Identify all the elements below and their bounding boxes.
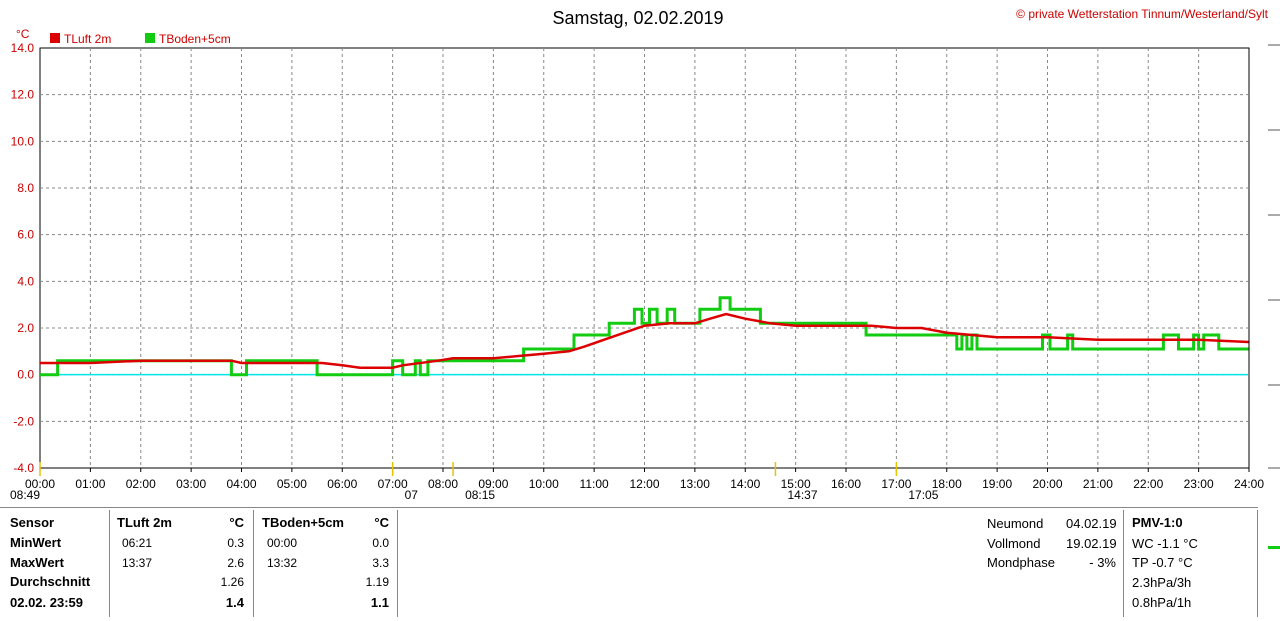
pmv-title: PMV-1:0: [1132, 515, 1183, 530]
pmv-p1h: 0.8hPa/1h: [1132, 595, 1192, 610]
col2-max-time: 13:32: [267, 556, 298, 570]
legend: TLuft 2m TBoden+5cm: [50, 32, 231, 46]
col2-max: 3.3: [372, 556, 389, 570]
col2-min: 0.0: [372, 536, 389, 550]
x-tick-label-17: 17:00: [881, 477, 911, 491]
x-tick-label-12: 12:00: [629, 477, 659, 491]
pmv-wc: WC -1.1 °C: [1132, 536, 1198, 551]
right-edge-ticks: [1268, 44, 1280, 469]
y-tick-label-7: 0.0: [17, 368, 34, 382]
time-markers: 08:49 07 08:15 14:37 17:05: [10, 462, 939, 502]
x-tick-label-5: 05:00: [277, 477, 307, 491]
col1-last: 1.4: [225, 595, 244, 610]
last-label: 02.02. 23:59: [10, 595, 84, 610]
col2-last: 1.1: [370, 595, 389, 610]
divider-1: [109, 510, 110, 617]
x-axis-ticks: 00:00 01:00 02:00 03:00 04:00 05:00 06:00 07:00…: [25, 468, 1264, 491]
x-tick-label-4: 04:00: [226, 477, 256, 491]
x-tick-label-14: 14:00: [730, 477, 760, 491]
marker-label-0: 08:49: [10, 488, 40, 502]
pmv-p3h: 2.3hPa/3h: [1132, 575, 1192, 590]
col1-avg: 1.26: [220, 575, 244, 589]
x-tick-label-2: 02:00: [126, 477, 156, 491]
grid: [40, 48, 1249, 468]
divider-3: [397, 510, 398, 617]
x-tick-label-11: 11:00: [580, 477, 609, 491]
col1-min: 0.3: [227, 536, 244, 550]
divider-5: [1257, 510, 1258, 617]
mondphase-label: Mondphase: [987, 555, 1055, 570]
stats-top-divider: [0, 507, 1258, 508]
divider-2: [253, 510, 254, 617]
avg-label: Durchschnitt: [10, 574, 91, 589]
marker-label-2: 08:15: [465, 488, 495, 502]
y-tick-label-9: -4.0: [13, 461, 34, 475]
vollmond-date: 19.02.19: [1066, 536, 1117, 551]
x-tick-label-0: 00:00: [25, 477, 55, 491]
legend-label-tluft: TLuft 2m: [64, 32, 111, 46]
legend-swatch-tluft: [50, 33, 60, 43]
x-tick-label-20: 20:00: [1032, 477, 1062, 491]
series-line-tluft: [40, 312, 1249, 369]
min-label: MinWert: [10, 535, 62, 550]
x-tick-label-13: 13:00: [680, 477, 710, 491]
x-tick-label-7: 07:00: [378, 477, 408, 491]
station-credit: © private Wetterstation Tinnum/Westerlan…: [1016, 7, 1269, 21]
col1-max-time: 13:37: [122, 556, 153, 570]
col2-header: TBoden+5cm: [262, 515, 344, 530]
col1-max: 2.6: [227, 556, 244, 570]
pmv-tp: TP -0.7 °C: [1132, 555, 1193, 570]
legend-swatch-tboden: [145, 33, 155, 43]
neumond-date: 04.02.19: [1066, 516, 1117, 531]
x-tick-label-8: 08:00: [428, 477, 458, 491]
marker-label-1: 07: [405, 488, 419, 502]
divider-4: [1123, 510, 1124, 617]
x-tick-label-18: 18:00: [932, 477, 962, 491]
neumond-label: Neumond: [987, 516, 1044, 531]
y-unit-label: °C: [16, 27, 30, 41]
x-tick-label-9: 09:00: [478, 477, 508, 491]
x-tick-label-15: 15:00: [781, 477, 811, 491]
x-tick-label-16: 16:00: [831, 477, 861, 491]
sensor-label: Sensor: [10, 515, 55, 530]
vollmond-label: Vollmond: [987, 536, 1041, 551]
x-tick-label-24: 24:00: [1234, 477, 1264, 491]
marker-label-4: 17:05: [908, 488, 938, 502]
y-tick-label-6: 2.0: [17, 321, 34, 335]
chart-title: Samstag, 02.02.2019: [552, 8, 723, 28]
mondphase-value: - 3%: [1089, 555, 1116, 570]
y-tick-label-4: 6.0: [17, 228, 34, 242]
x-tick-label-22: 22:00: [1133, 477, 1163, 491]
x-tick-label-6: 06:00: [327, 477, 357, 491]
col2-avg: 1.19: [365, 575, 389, 589]
legend-label-tboden: TBoden+5cm: [159, 32, 231, 46]
col2-min-time: 00:00: [267, 536, 298, 550]
col1-unit: °C: [229, 515, 244, 530]
max-label: MaxWert: [10, 555, 64, 570]
x-tick-label-23: 23:00: [1184, 477, 1214, 491]
x-tick-label-1: 01:00: [75, 477, 105, 491]
col1-min-time: 06:21: [122, 536, 153, 550]
edge-green-mark: [1268, 546, 1280, 549]
x-tick-label-10: 10:00: [529, 477, 559, 491]
copyright-symbol: ©: [1016, 7, 1025, 21]
y-tick-label-1: 12.0: [11, 88, 35, 102]
y-tick-label-3: 8.0: [17, 181, 34, 195]
y-tick-label-2: 10.0: [11, 134, 35, 148]
marker-label-3: 14:37: [787, 488, 817, 502]
y-tick-label-0: 14.0: [11, 41, 35, 55]
y-tick-label-5: 4.0: [17, 274, 34, 288]
col1-header: TLuft 2m: [117, 515, 172, 530]
series-line-tboden: [40, 296, 1249, 377]
x-tick-label-19: 19:00: [982, 477, 1012, 491]
temperature-chart: Samstag, 02.02.2019 © private Wetterstat…: [10, 7, 1280, 502]
y-axis-ticks: 14.0 12.0 10.0 8.0 6.0 4.0 2.0 0.0 -2.0 -4.0: [11, 41, 35, 475]
x-tick-label-3: 03:00: [176, 477, 206, 491]
y-tick-label-8: -2.0: [13, 414, 34, 428]
x-tick-label-21: 21:00: [1083, 477, 1113, 491]
col2-unit: °C: [374, 515, 389, 530]
credit-text: private Wetterstation Tinnum/Westerland/…: [1028, 7, 1268, 21]
